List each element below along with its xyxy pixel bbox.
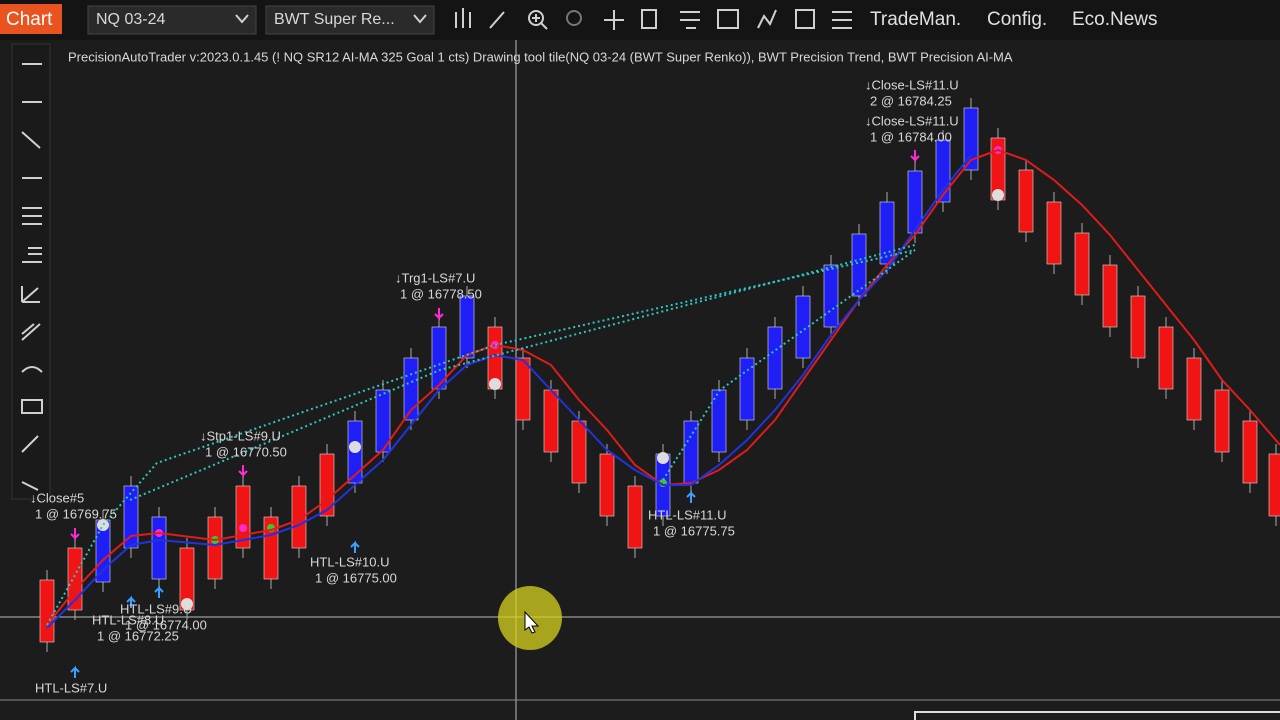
instrument-label[interactable]: NQ 03-24 [96,11,165,28]
annotation-label: ↓Trg1-LS#7.U [395,270,475,285]
brick [235,485,251,549]
brick [907,170,923,234]
brick [851,233,867,297]
brick [1102,264,1118,328]
brick [1268,453,1280,517]
brick [151,516,167,580]
trend-line [46,148,1280,626]
brick [375,389,391,453]
annotation-label: HTL-LS#8.U [92,612,164,627]
exit-arrow [434,308,444,321]
brick [263,516,279,580]
annotations: ↓Close-LS#11.U2 @ 16784.25↓Close-LS#11.U… [30,77,959,695]
menu-item[interactable]: Eco.News [1072,9,1158,30]
dropdown-arrow [235,14,249,24]
brick [39,579,55,643]
connector-lines [46,244,916,626]
annotation-label: ↓Close#5 [30,490,84,505]
annotation-fill: 1 @ 16772.25 [97,628,179,643]
annotation-label: HTL-LS#9.U [120,601,192,616]
dropdown-arrow [413,14,427,24]
panel-edge [914,711,1280,720]
brick [599,453,615,517]
brick [963,107,979,171]
brick [207,516,223,580]
brick [1074,232,1090,296]
brick [459,295,475,359]
annotation-fill: 2 @ 16784.25 [870,93,952,108]
exit-arrow [70,528,80,541]
entry-arrow [350,540,360,553]
toolbar-icons[interactable] [455,8,852,30]
exit-arrow [238,465,248,478]
brick [935,139,951,203]
annotation-fill: 1 @ 16778.50 [400,286,482,301]
chart-area [0,40,1280,720]
instrument-select[interactable] [87,5,257,35]
annotation-fill: 1 @ 16784.00 [870,129,952,144]
chart-tab[interactable] [0,4,62,34]
brick [767,326,783,390]
signal-dot [657,452,669,464]
menu-item[interactable]: TradeMan. [870,9,961,30]
brick [1242,420,1258,484]
entry-arrow [686,490,696,503]
entry-arrow [154,585,164,598]
brick [823,264,839,328]
signal-dot [239,524,247,532]
chart-tab-label[interactable]: Chart [6,9,53,30]
annotation-label: ↓Close-LS#11.U [865,113,959,128]
entry-arrow [126,595,136,608]
brick [1046,201,1062,265]
drawing-tools[interactable] [21,63,43,491]
cursor [524,610,540,634]
brick [403,357,419,421]
entry-arrow [70,665,80,678]
brick [1186,357,1202,421]
menu-item[interactable]: Config. [987,9,1047,30]
brick [319,453,335,517]
annotation-label: HTL-LS#7.U [35,680,107,695]
brick [291,485,307,549]
brick [683,420,699,484]
brick [1214,389,1230,453]
annotation-fill: 1 @ 16769.75 [35,506,117,521]
drawing-sidebar [11,43,51,500]
annotation-label: HTL-LS#10.U [310,554,389,569]
annotation-fill: 1 @ 16774.00 [125,617,207,632]
signal-dot [181,598,193,610]
annotation-label: HTL-LS#11.U [648,507,727,522]
signal-dot [489,378,501,390]
chart-caption: PrecisionAutoTrader v:2023.0.1.45 (! NQ … [68,49,1013,64]
signal-dot [992,189,1004,201]
annotation-fill: 1 @ 16775.75 [653,523,735,538]
brick [1158,326,1174,390]
style-select[interactable] [265,5,435,35]
annotation-label: ↓Stp1-LS#9.U [200,428,281,443]
brick [571,420,587,484]
annotation-label: ↓Close-LS#11.U [865,77,959,92]
brick [123,485,139,549]
brick [795,295,811,359]
annotation-fill: 1 @ 16770.50 [205,444,287,459]
signal-dot [97,519,109,531]
ai-ma-line [46,154,972,629]
exit-arrow [910,150,920,163]
brick [1018,169,1034,233]
signal-dot [349,441,361,453]
brick [543,389,559,453]
style-label[interactable]: BWT Super Re... [274,11,395,28]
brick [627,485,643,549]
brick [1130,295,1146,359]
annotation-fill: 1 @ 16775.00 [315,570,397,585]
brick [515,357,531,421]
